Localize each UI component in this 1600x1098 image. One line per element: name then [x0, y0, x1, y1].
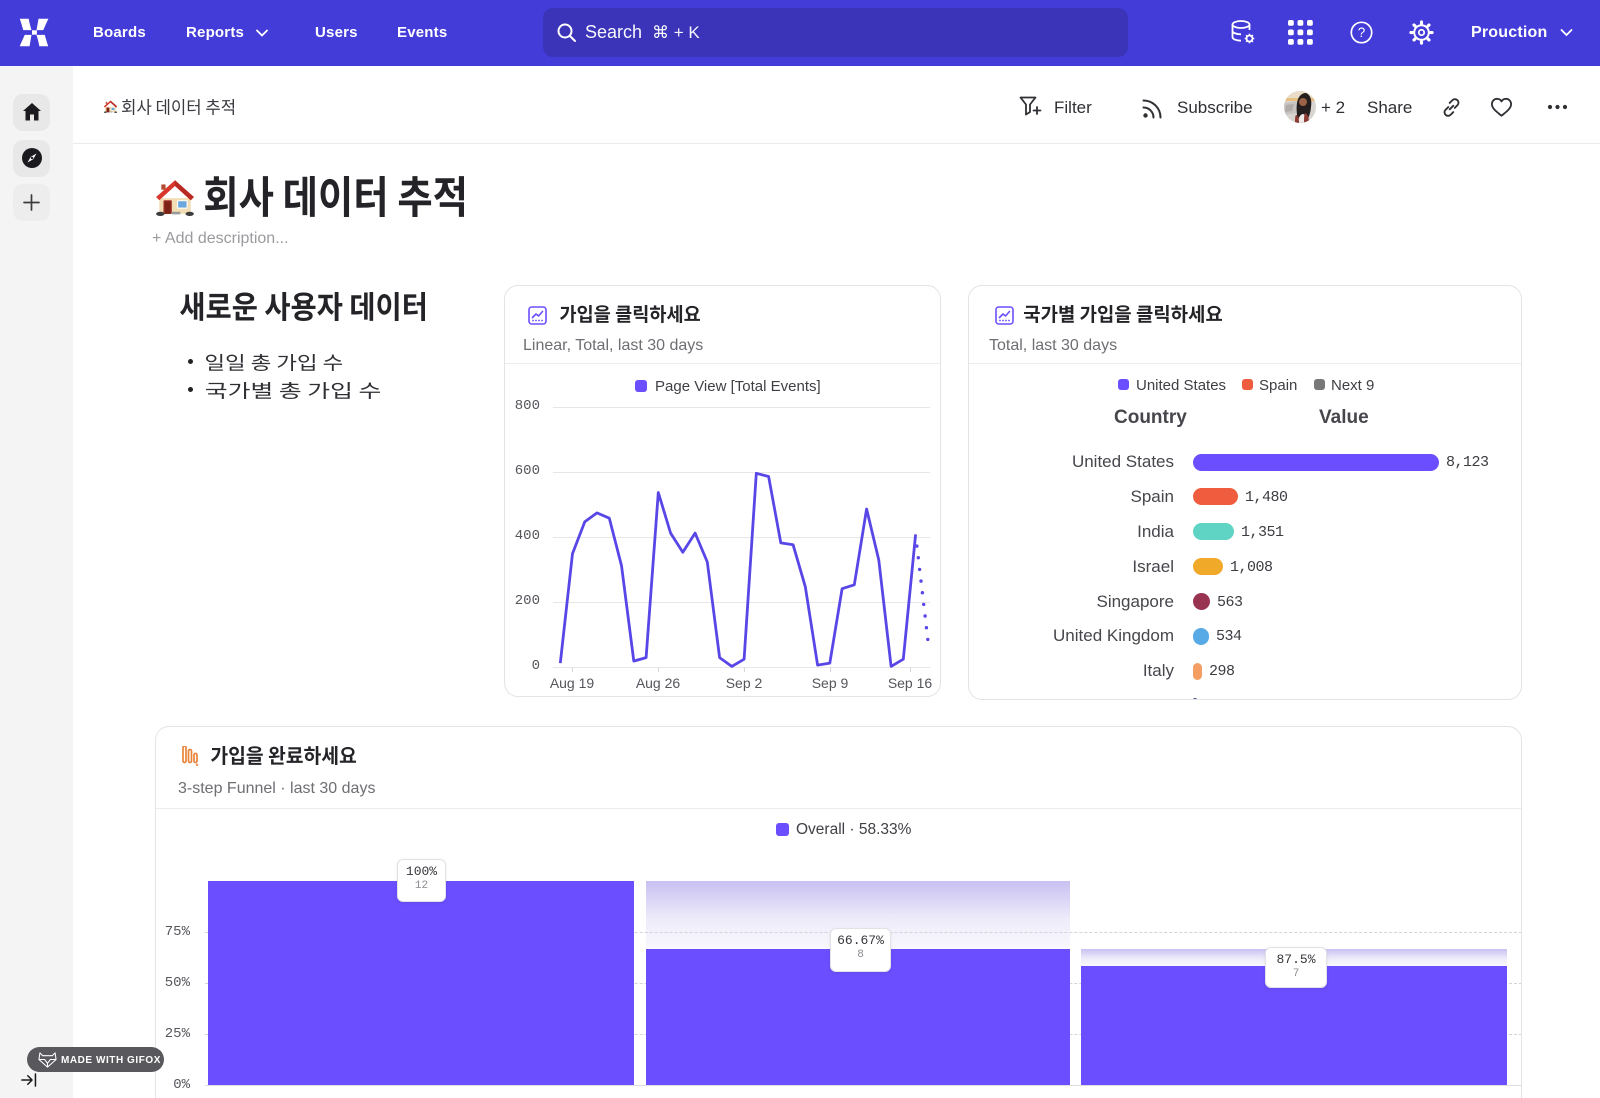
svg-text:?: ? [1358, 25, 1366, 40]
